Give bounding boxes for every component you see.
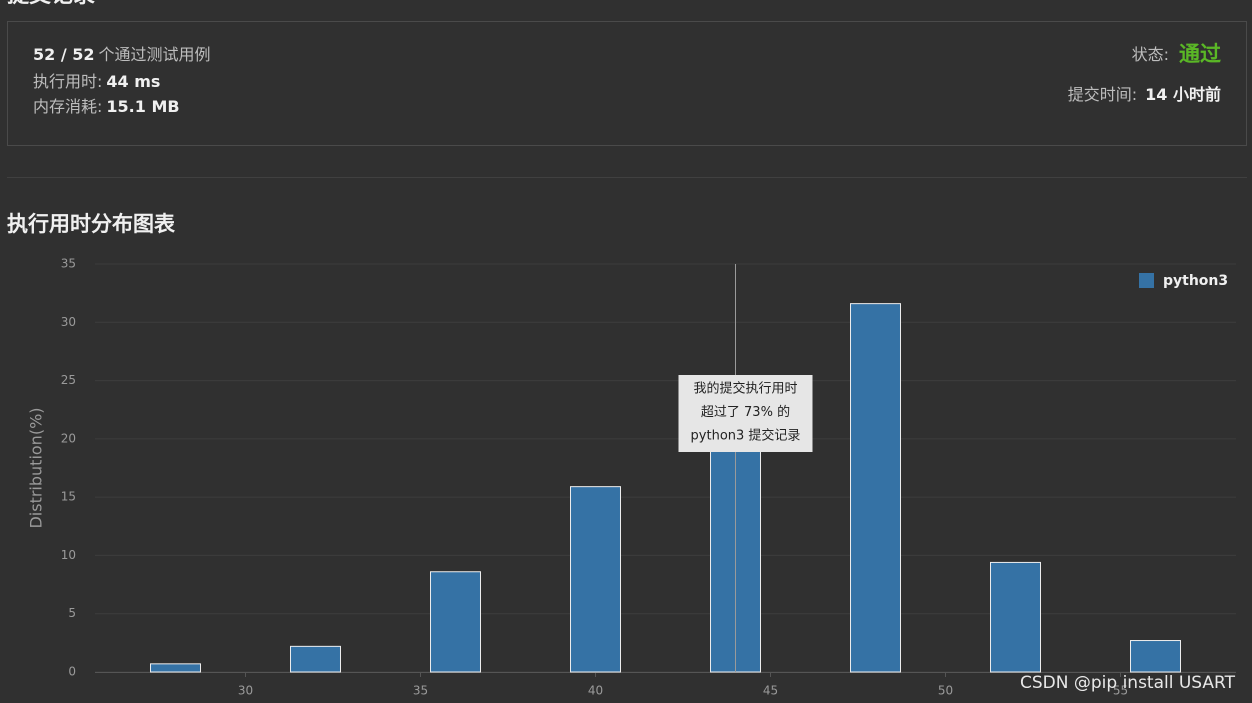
legend-swatch — [1139, 273, 1154, 288]
runtime-line: 执行用时: 44 ms — [33, 72, 160, 91]
legend-label: python3 — [1163, 273, 1228, 289]
passed: 52 / 52 — [33, 45, 95, 64]
time-line: 提交时间: 14 小时前 — [1068, 85, 1221, 104]
y-tick-label: 25 — [61, 373, 76, 387]
y-tick-label: 35 — [61, 257, 76, 271]
x-tick-label: 40 — [588, 684, 603, 698]
bar — [1130, 640, 1181, 673]
x-tick-label: 55 — [1113, 684, 1128, 698]
y-tick-label: 20 — [61, 431, 76, 445]
runtime-label: 执行用时: — [33, 72, 102, 91]
watermark: CSDN @pip install USART — [1020, 673, 1236, 693]
passed-label: 个通过测试用例 — [99, 45, 211, 64]
chart-title: 执行用时分布图表 — [7, 212, 176, 236]
bar — [990, 561, 1041, 673]
status: 通过 — [1179, 42, 1221, 66]
tooltip-box — [678, 375, 813, 452]
tooltip-text: 我的提交执行用时 — [693, 381, 797, 397]
x-tick-label: 50 — [938, 684, 953, 698]
tooltip-text: python3 提交记录 — [691, 428, 801, 444]
bar — [150, 663, 201, 673]
summary-card — [7, 21, 1247, 146]
time-label: 提交时间: — [1068, 85, 1137, 104]
page-title: 提交记录 — [7, 0, 95, 8]
y-tick-label: 0 — [68, 665, 76, 679]
memory: 15.1 MB — [106, 97, 179, 116]
bar — [430, 571, 481, 673]
status-line: 状态: 通过 — [1132, 42, 1221, 66]
x-tick-label: 45 — [763, 684, 778, 698]
y-tick-label: 5 — [68, 606, 76, 620]
status-label: 状态: — [1132, 45, 1169, 64]
passed-line: 52 / 52 个通过测试用例 — [33, 45, 211, 64]
x-tick-label: 35 — [413, 684, 428, 698]
y-tick-label: 15 — [61, 490, 76, 504]
runtime: 44 ms — [106, 72, 160, 91]
bar — [570, 486, 621, 673]
y-axis-label: Distribution(%) — [27, 407, 46, 528]
y-tick-label: 10 — [61, 548, 76, 562]
x-tick-label: 30 — [238, 684, 253, 698]
bar — [290, 645, 341, 673]
bar — [850, 303, 901, 673]
memory-label: 内存消耗: — [33, 97, 102, 116]
time: 14 小时前 — [1145, 85, 1221, 104]
tooltip-text: 超过了 73% 的 — [701, 404, 790, 420]
memory-line: 内存消耗: 15.1 MB — [33, 97, 180, 116]
y-tick-label: 30 — [61, 315, 76, 329]
